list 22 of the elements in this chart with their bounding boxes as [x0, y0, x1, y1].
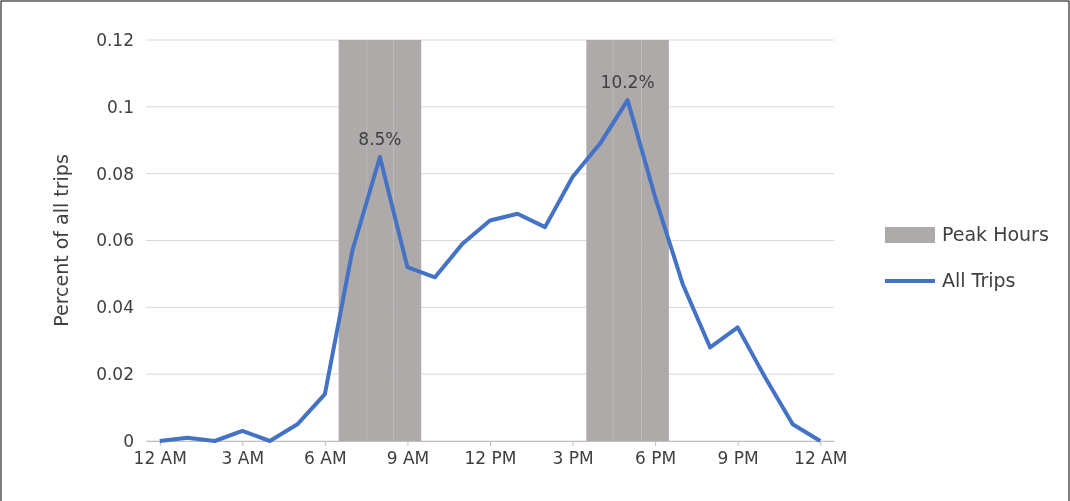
x-tick-label: 3 AM: [221, 448, 265, 469]
y-tick-label: 0: [123, 430, 134, 451]
x-tick-label: 6 PM: [635, 448, 677, 469]
y-tick-label: 0.12: [96, 29, 134, 50]
x-tick-label: 12 AM: [133, 448, 187, 469]
y-tick-label: 0.1: [106, 96, 134, 117]
x-tick-label: 6 AM: [304, 448, 347, 469]
data-label: 10.2%: [600, 72, 655, 93]
y-tick-label: 0.02: [96, 364, 134, 385]
y-tick-label: 0.08: [96, 163, 134, 184]
x-tick-label: 9 PM: [717, 448, 759, 469]
y-tick-label: 0.04: [96, 297, 134, 318]
x-tick-label: 9 AM: [386, 448, 430, 469]
x-tick-label: 12 PM: [464, 448, 517, 469]
y-tick-label: 0.06: [96, 230, 134, 251]
y-axis-title: Percent of all trips: [50, 154, 72, 327]
legend-label: Peak Hours: [942, 223, 1049, 245]
x-tick-label: 12 AM: [794, 448, 848, 469]
legend-label: All Trips: [942, 269, 1016, 291]
data-label: 8.5%: [358, 128, 402, 149]
x-tick-label: 3 PM: [552, 448, 594, 469]
line-series: [157, 98, 823, 443]
